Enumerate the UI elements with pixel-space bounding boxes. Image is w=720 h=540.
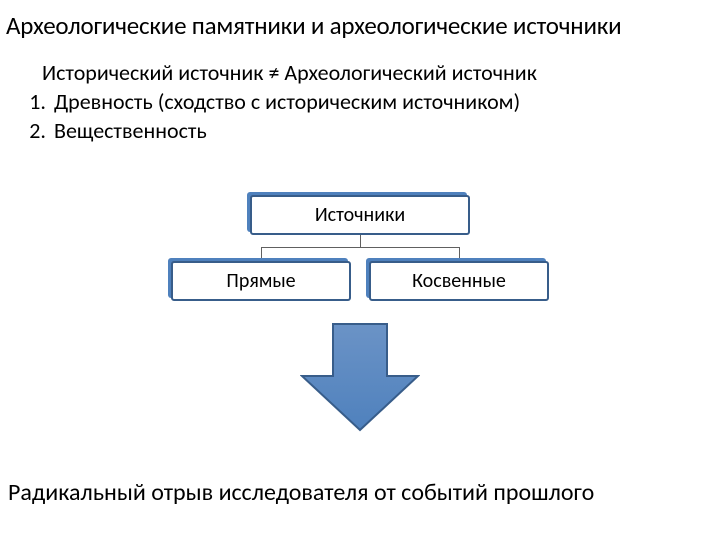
arrow-shape	[302, 324, 418, 430]
bottom-text: Радикальный отрыв исследователя от событ…	[0, 478, 720, 507]
list-number: 1.	[20, 88, 54, 115]
connector-line	[261, 247, 262, 261]
connector-line	[261, 247, 459, 248]
tree-child-node: Прямые	[171, 261, 351, 301]
tree-root-node: Источники	[250, 195, 470, 235]
statement: Исторический источник ≠ Археологический …	[20, 59, 700, 86]
list-item: 2. Вещественность	[20, 117, 700, 144]
tree-diagram: Источники Прямые Косвенные	[0, 195, 720, 301]
list-text: Древность (сходство с историческим источ…	[54, 88, 520, 115]
list-number: 2.	[20, 117, 54, 144]
connector-line	[360, 235, 361, 247]
tree-child-node: Косвенные	[369, 261, 549, 301]
list-text: Вещественность	[54, 117, 207, 144]
body-text: Исторический источник ≠ Археологический …	[0, 41, 720, 144]
list-item: 1. Древность (сходство с историческим ис…	[20, 88, 700, 115]
connector-line	[459, 247, 460, 261]
down-arrow	[0, 322, 720, 437]
slide-title: Археологические памятники и археологичес…	[0, 0, 720, 41]
